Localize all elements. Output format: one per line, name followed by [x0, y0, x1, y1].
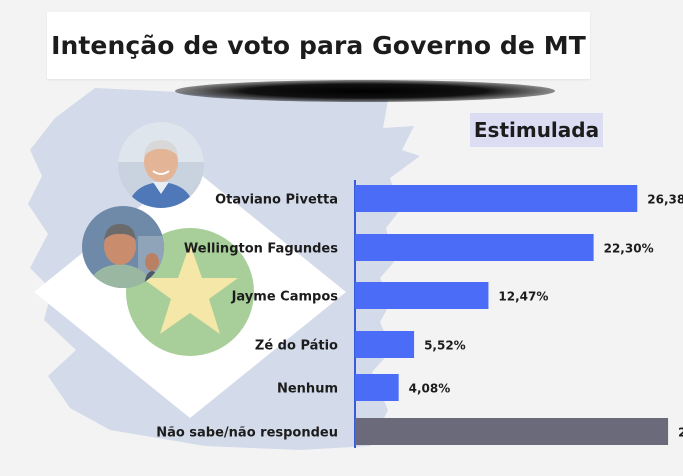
value-label: 5,52% [424, 339, 466, 353]
value-label: 12,47% [498, 290, 548, 304]
value-label: 4,08% [409, 382, 451, 396]
chart-title: Intenção de voto para Governo de MT [51, 31, 586, 60]
category-label: Nenhum [277, 382, 338, 397]
value-label: 22,30% [604, 242, 654, 256]
value-label: 29,26% [678, 426, 683, 440]
title-banner: Intenção de voto para Governo de MT [47, 12, 590, 79]
bar [355, 282, 489, 309]
title-shadow [175, 80, 555, 102]
category-label: Wellington Fagundes [184, 242, 338, 257]
bar [355, 374, 399, 401]
category-label: Zé do Pátio [255, 339, 338, 354]
survey-type-tag: Estimulada [470, 113, 603, 147]
category-label: Jayme Campos [231, 290, 339, 305]
bar [355, 331, 415, 358]
category-label: Não sabe/não respondeu [156, 426, 338, 441]
bar [355, 234, 594, 261]
category-label: Otaviano Pivetta [215, 193, 338, 208]
value-label: 26,38% [647, 193, 683, 207]
bar [355, 185, 638, 212]
survey-type-label: Estimulada [473, 118, 600, 142]
flag-star [142, 244, 238, 334]
otaviano-pivetta-avatar [118, 122, 204, 208]
bar [355, 418, 669, 445]
